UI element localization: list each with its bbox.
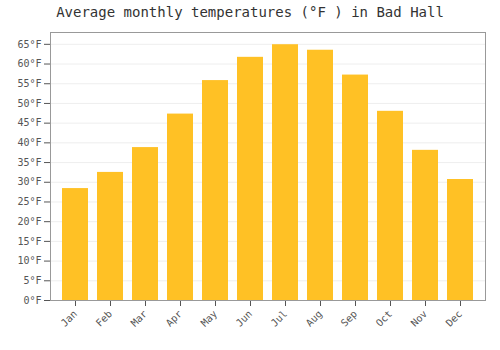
svg-text:Dec: Dec (444, 308, 465, 329)
svg-text:50°F: 50°F (17, 98, 41, 109)
svg-text:45°F: 45°F (17, 117, 41, 128)
html-text:Average monthly temperatures (: Average monthly temperatures (°F ) in Ba… (56, 4, 444, 20)
svg-text:20°F: 20°F (17, 216, 41, 227)
svg-text:10°F: 10°F (17, 255, 41, 266)
svg-text:55°F: 55°F (17, 78, 41, 89)
svg-text:Feb: Feb (94, 308, 115, 329)
svg-text:Mar: Mar (129, 308, 150, 329)
svg-text:Jun: Jun (234, 308, 255, 329)
svg-text:40°F: 40°F (17, 137, 41, 148)
svg-text:May: May (199, 308, 220, 329)
svg-text:60°F: 60°F (17, 58, 41, 69)
svg-text:Jan: Jan (59, 308, 80, 329)
svg-text:5°F: 5°F (23, 275, 41, 286)
svg-text:Apr: Apr (164, 308, 185, 329)
svg-text:Nov: Nov (409, 308, 430, 329)
svg-text:25°F: 25°F (17, 196, 41, 207)
svg-text:30°F: 30°F (17, 176, 41, 187)
svg-text:0°F: 0°F (23, 295, 41, 306)
svg-text:Oct: Oct (374, 308, 395, 329)
svg-text:Sep: Sep (339, 308, 360, 329)
svg-text:15°F: 15°F (17, 236, 41, 247)
svg-text:Jul: Jul (269, 308, 290, 329)
svg-text:65°F: 65°F (17, 39, 41, 50)
svg-text:35°F: 35°F (17, 157, 41, 168)
svg-text:Aug: Aug (304, 308, 325, 329)
